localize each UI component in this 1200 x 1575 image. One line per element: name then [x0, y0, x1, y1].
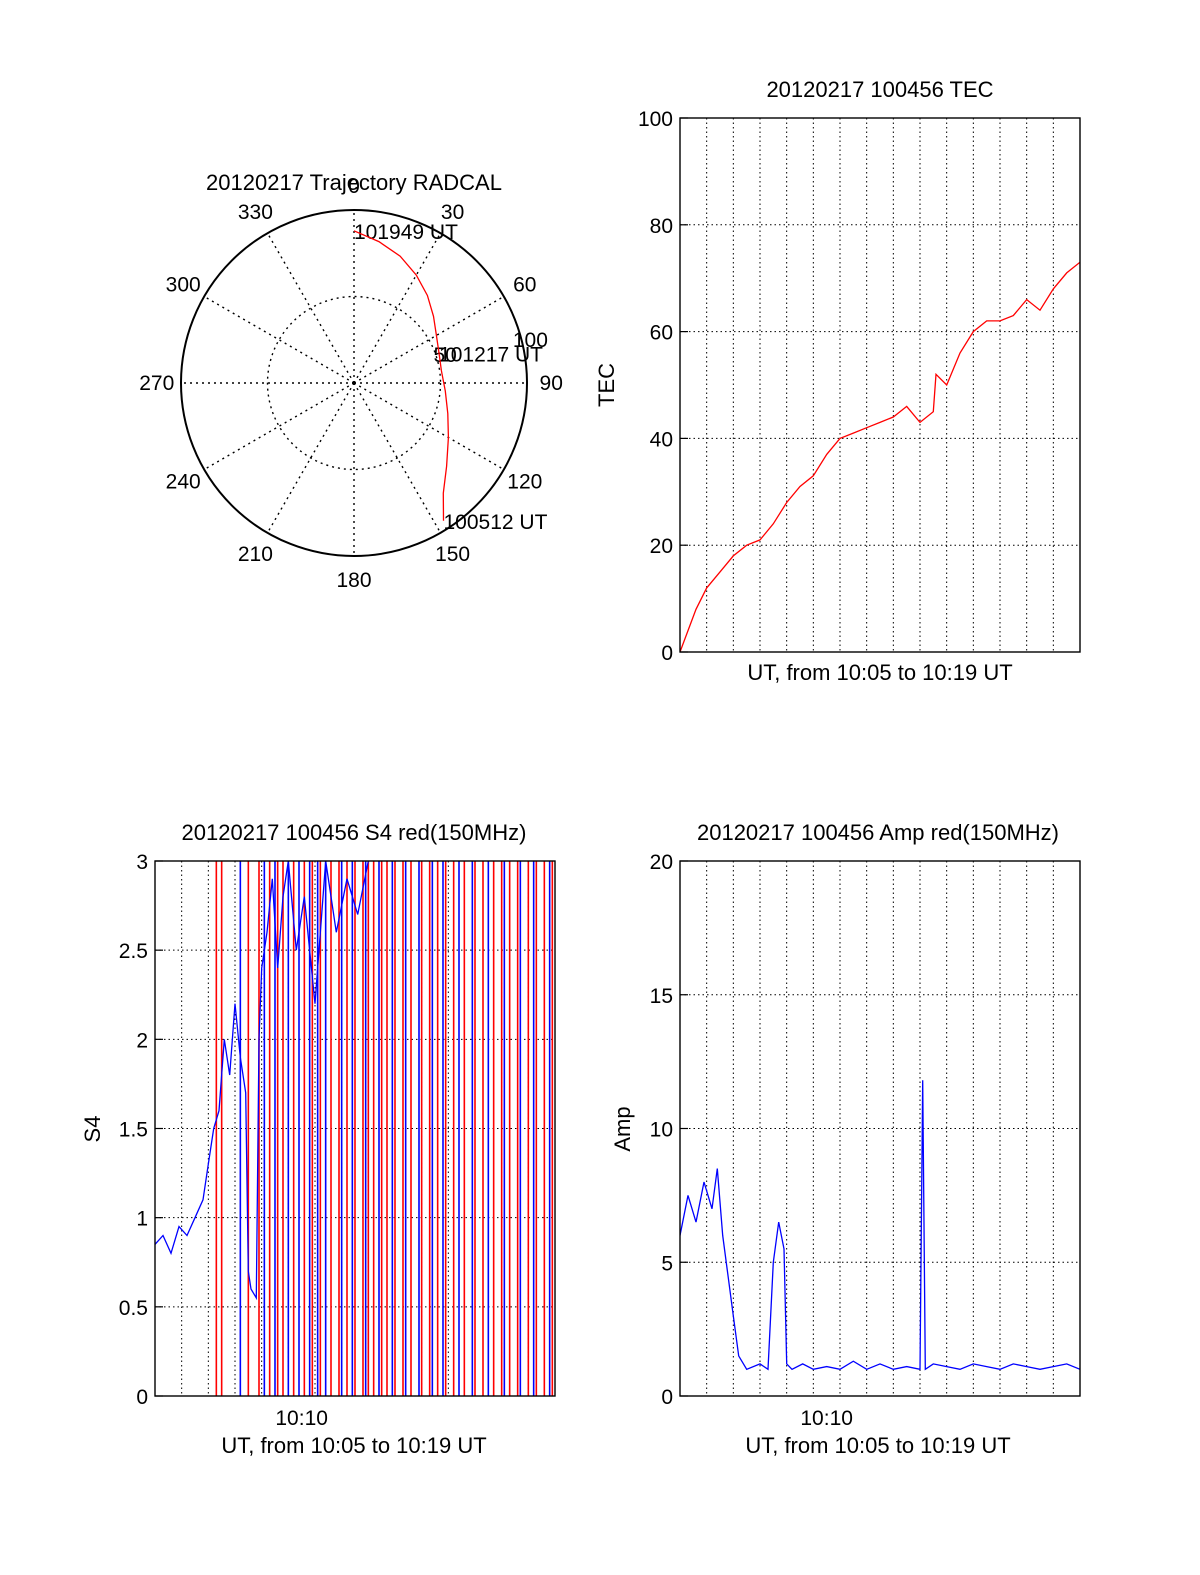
tec-panel: 20120217 100456 TEC UT, from 10:05 to 10… — [594, 77, 1081, 685]
y-tick-label: 15 — [650, 985, 673, 1008]
polar-angle-label: 30 — [441, 201, 464, 224]
y-tick-label: 20 — [650, 851, 673, 874]
trajectory-time-label: 101217 UT — [439, 344, 543, 367]
series-line — [680, 261, 1080, 652]
s4-y-axis-label: S4 — [80, 1116, 105, 1143]
y-tick-label: 1 — [136, 1208, 148, 1231]
polar-spoke — [203, 382, 355, 471]
polar-angle-label: 270 — [139, 372, 174, 395]
y-tick-label: 100 — [638, 108, 673, 131]
polar-title: 20120217 Trajectory RADCAL — [206, 170, 502, 195]
plot-frame — [679, 860, 1081, 1397]
y-tick-label: 2.5 — [119, 940, 148, 963]
polar-spoke — [266, 382, 355, 534]
y-tick-label: 2 — [136, 1029, 148, 1052]
polar-angle-label: 120 — [507, 471, 542, 494]
y-tick-label: 3 — [136, 851, 148, 874]
s4-x-axis-label: UT, from 10:05 to 10:19 UT — [221, 1433, 486, 1458]
trajectory-polar-panel: 20120217 Trajectory RADCAL 0 30 60 90 120 150… — [139, 170, 563, 592]
amp-title: 20120217 100456 Amp red(150MHz) — [697, 820, 1059, 845]
polar-angle-label: 180 — [336, 569, 371, 592]
polar-inner-ring — [266, 295, 442, 471]
tec-x-axis-label: UT, from 10:05 to 10:19 UT — [747, 660, 1012, 685]
series-group — [680, 261, 1080, 652]
polar-grid — [181, 210, 527, 556]
polar-angle-label: 240 — [166, 471, 201, 494]
amp-panel: 20120217 100456 Amp red(150MHz) UT, from… — [610, 820, 1081, 1458]
polar-angle-label: 90 — [540, 372, 563, 395]
polar-series — [353, 230, 450, 521]
y-tick-label: 0.5 — [119, 1297, 148, 1320]
polar-angle-label: 0 — [348, 175, 360, 198]
y-tick-label: 0 — [661, 1386, 673, 1409]
amp-x-axis-label: UT, from 10:05 to 10:19 UT — [745, 1433, 1010, 1458]
plot-frame — [679, 117, 1081, 653]
y-tick-label: 5 — [661, 1252, 673, 1275]
amp-plot-area: 0 5 10 15 20 10:10 — [650, 851, 1081, 1430]
y-tick-label: 60 — [650, 322, 673, 345]
y-tick-label: 40 — [650, 428, 673, 451]
series-group — [680, 1080, 1080, 1371]
amp-y-axis-label: Amp — [610, 1106, 635, 1151]
series-line — [155, 861, 369, 1301]
trajectory-time-label: 101949 UT — [354, 221, 458, 244]
s4-plot-area: 0 0.5 1 1.5 2 2.5 3 10:10 — [119, 851, 556, 1430]
y-tick-label: 80 — [650, 215, 673, 238]
y-tick-label: 20 — [650, 535, 673, 558]
x-tick-label: 10:10 — [275, 1407, 328, 1430]
plot-frame — [154, 860, 556, 1397]
polar-spoke — [353, 382, 505, 471]
polar-angle-label: 300 — [166, 273, 201, 296]
polar-angle-label: 150 — [435, 543, 470, 566]
y-tick-label: 1.5 — [119, 1119, 148, 1142]
trajectory-line — [353, 230, 450, 521]
polar-angle-label: 210 — [238, 543, 273, 566]
polar-spoke — [353, 295, 505, 384]
polar-spoke — [353, 232, 442, 384]
tec-title: 20120217 100456 TEC — [766, 77, 993, 102]
tec-plot-area: 0 20 40 60 80 100 — [638, 108, 1081, 665]
polar-radial-label: 50 — [434, 344, 457, 367]
polar-angle-label: 330 — [238, 201, 273, 224]
s4-panel: 20120217 100456 S4 red(150MHz) UT, from … — [80, 820, 556, 1458]
polar-angle-label: 60 — [513, 273, 536, 296]
y-tick-label: 10 — [650, 1119, 673, 1142]
polar-spoke — [353, 382, 442, 534]
polar-spoke — [266, 232, 355, 384]
series-line — [680, 1080, 1080, 1371]
y-tick-label: 0 — [661, 642, 673, 665]
polar-radial-label: 100 — [513, 329, 548, 352]
series-group — [155, 861, 554, 1396]
s4-title: 20120217 100456 S4 red(150MHz) — [182, 820, 527, 845]
tec-y-axis-label: TEC — [594, 363, 619, 407]
y-tick-label: 0 — [136, 1386, 148, 1409]
x-tick-label: 10:10 — [800, 1407, 853, 1430]
trajectory-time-label: 100512 UT — [444, 511, 548, 534]
polar-labels: 0 30 60 90 120 150 180 210 240 270 300 330 50 100 1019… — [139, 175, 563, 592]
polar-spoke — [203, 295, 355, 384]
polar-outer-ring — [180, 209, 528, 557]
